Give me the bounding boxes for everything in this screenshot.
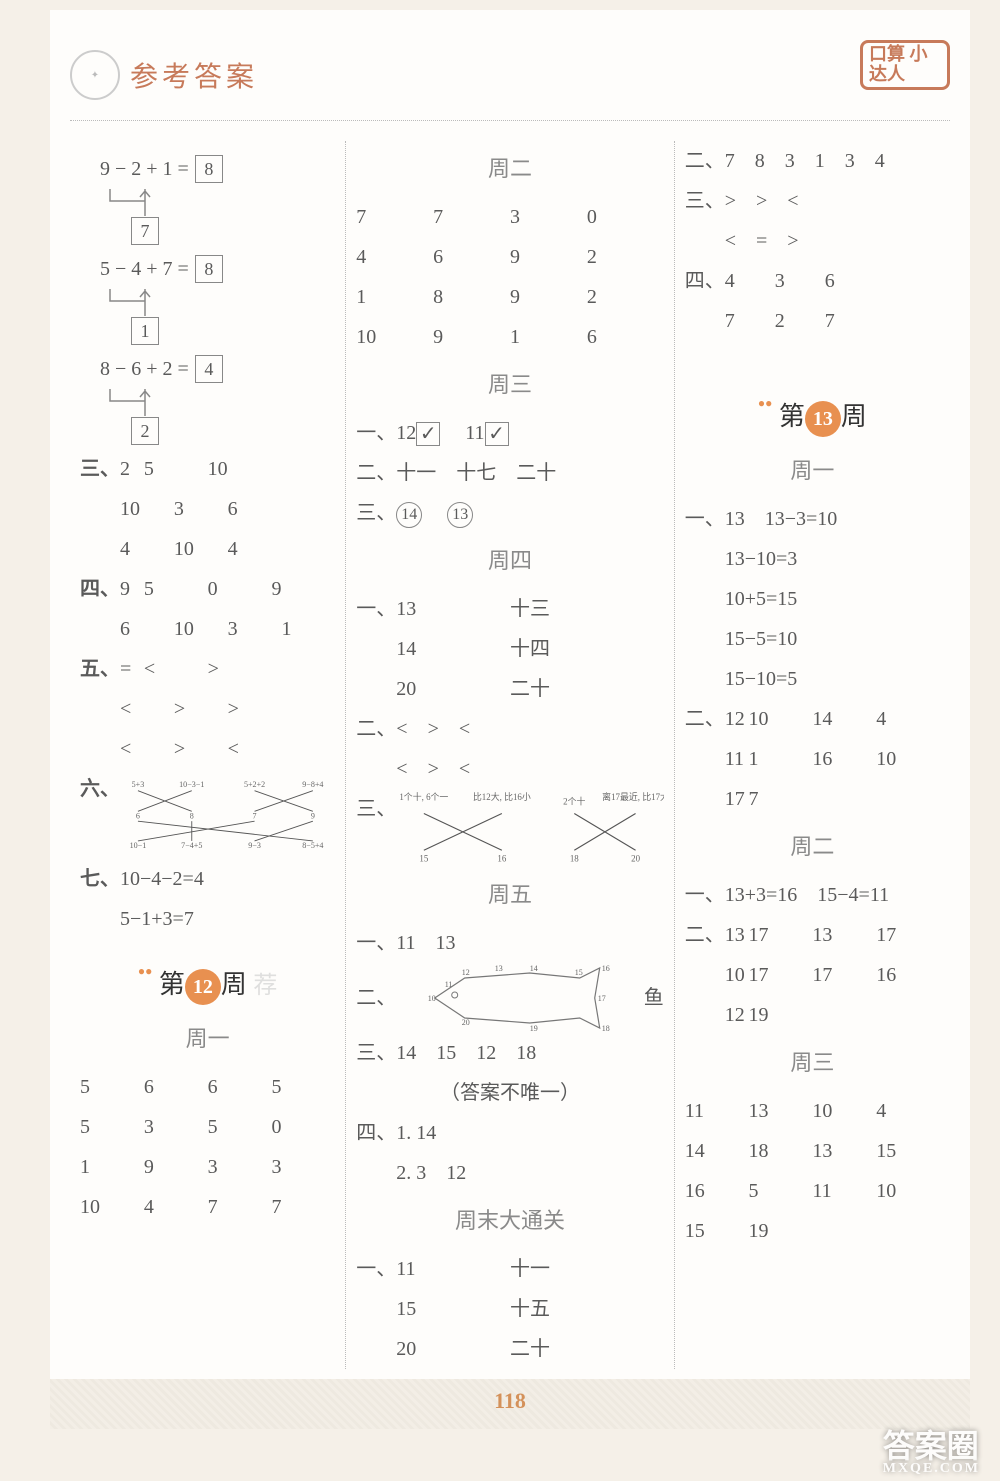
page-title: 参考答案	[130, 55, 258, 95]
svg-text:16: 16	[602, 964, 610, 973]
svg-text:10: 10	[428, 994, 436, 1003]
svg-text:20: 20	[631, 853, 640, 863]
equation-1: 9 − 2 + 1 = 8	[100, 149, 335, 189]
svg-text:15: 15	[575, 968, 583, 977]
svg-text:18: 18	[602, 1024, 610, 1033]
svg-text:7−4+5: 7−4+5	[181, 841, 202, 850]
svg-text:2个十: 2个十	[563, 796, 585, 807]
equation-2: 5 − 4 + 7 = 8	[100, 249, 335, 289]
column-2: 周二 7730 4692 1892 10916 周三 一、12✓ 11✓ 二、十…	[346, 141, 674, 1369]
svg-text:19: 19	[530, 1024, 538, 1033]
seal-badge: ✦	[70, 50, 120, 100]
svg-text:17: 17	[598, 994, 606, 1003]
week-12-banner: ●● 第12周 荐	[80, 959, 335, 1011]
page-number: 118	[494, 1388, 526, 1414]
svg-text:11: 11	[445, 980, 453, 989]
svg-text:5+3: 5+3	[132, 780, 145, 789]
svg-text:20: 20	[462, 1018, 470, 1027]
svg-text:14: 14	[530, 964, 538, 973]
svg-text:8: 8	[190, 811, 194, 820]
svg-text:9: 9	[311, 811, 315, 820]
svg-text:比12大, 比16小: 比12大, 比16小	[473, 791, 531, 802]
svg-text:5+2+2: 5+2+2	[244, 780, 265, 789]
watermark: 答案圈 MXQE.COM	[883, 1430, 980, 1476]
fish-diagram: 12 13 14 15 16 17 18 19 20 10 11	[396, 963, 643, 1033]
mascot-icon: 口算 小达人	[860, 40, 950, 110]
svg-text:8−5+4: 8−5+4	[302, 841, 323, 850]
matching-diagram-1: 5+3 10−3−1 5+2+2 9−8+4 6 8 7 9 10−1 7−4+5 9−3 8−5…	[120, 769, 335, 859]
matching-diagram-2: 1个十, 6个一 比12大, 比16小 2个十 离17最近, 比17大 15 16…	[396, 789, 663, 867]
svg-text:10−3−1: 10−3−1	[179, 780, 204, 789]
svg-text:9−3: 9−3	[248, 841, 261, 850]
svg-text:12: 12	[462, 968, 470, 977]
column-1: 9 − 2 + 1 = 8 7 5 − 4 + 7 = 8 1 8 − 6 + …	[70, 141, 346, 1369]
svg-text:9−8+4: 9−8+4	[302, 780, 323, 789]
svg-text:1个十, 6个一: 1个十, 6个一	[400, 791, 449, 802]
svg-text:13: 13	[495, 964, 503, 973]
svg-text:离17最近, 比17大: 离17最近, 比17大	[602, 791, 663, 802]
svg-text:15: 15	[420, 853, 429, 863]
column-3: 二、7 8 3 1 3 4 三、> > < < = > 四、4 3 6 7 2 …	[675, 141, 950, 1369]
svg-text:10−1: 10−1	[130, 841, 147, 850]
svg-text:6: 6	[136, 811, 140, 820]
week-13-banner: ●● 第13周	[685, 391, 940, 443]
svg-text:7: 7	[253, 811, 257, 820]
equation-3: 8 − 6 + 2 = 4	[100, 349, 335, 389]
svg-text:16: 16	[498, 853, 507, 863]
svg-text:18: 18	[570, 853, 579, 863]
